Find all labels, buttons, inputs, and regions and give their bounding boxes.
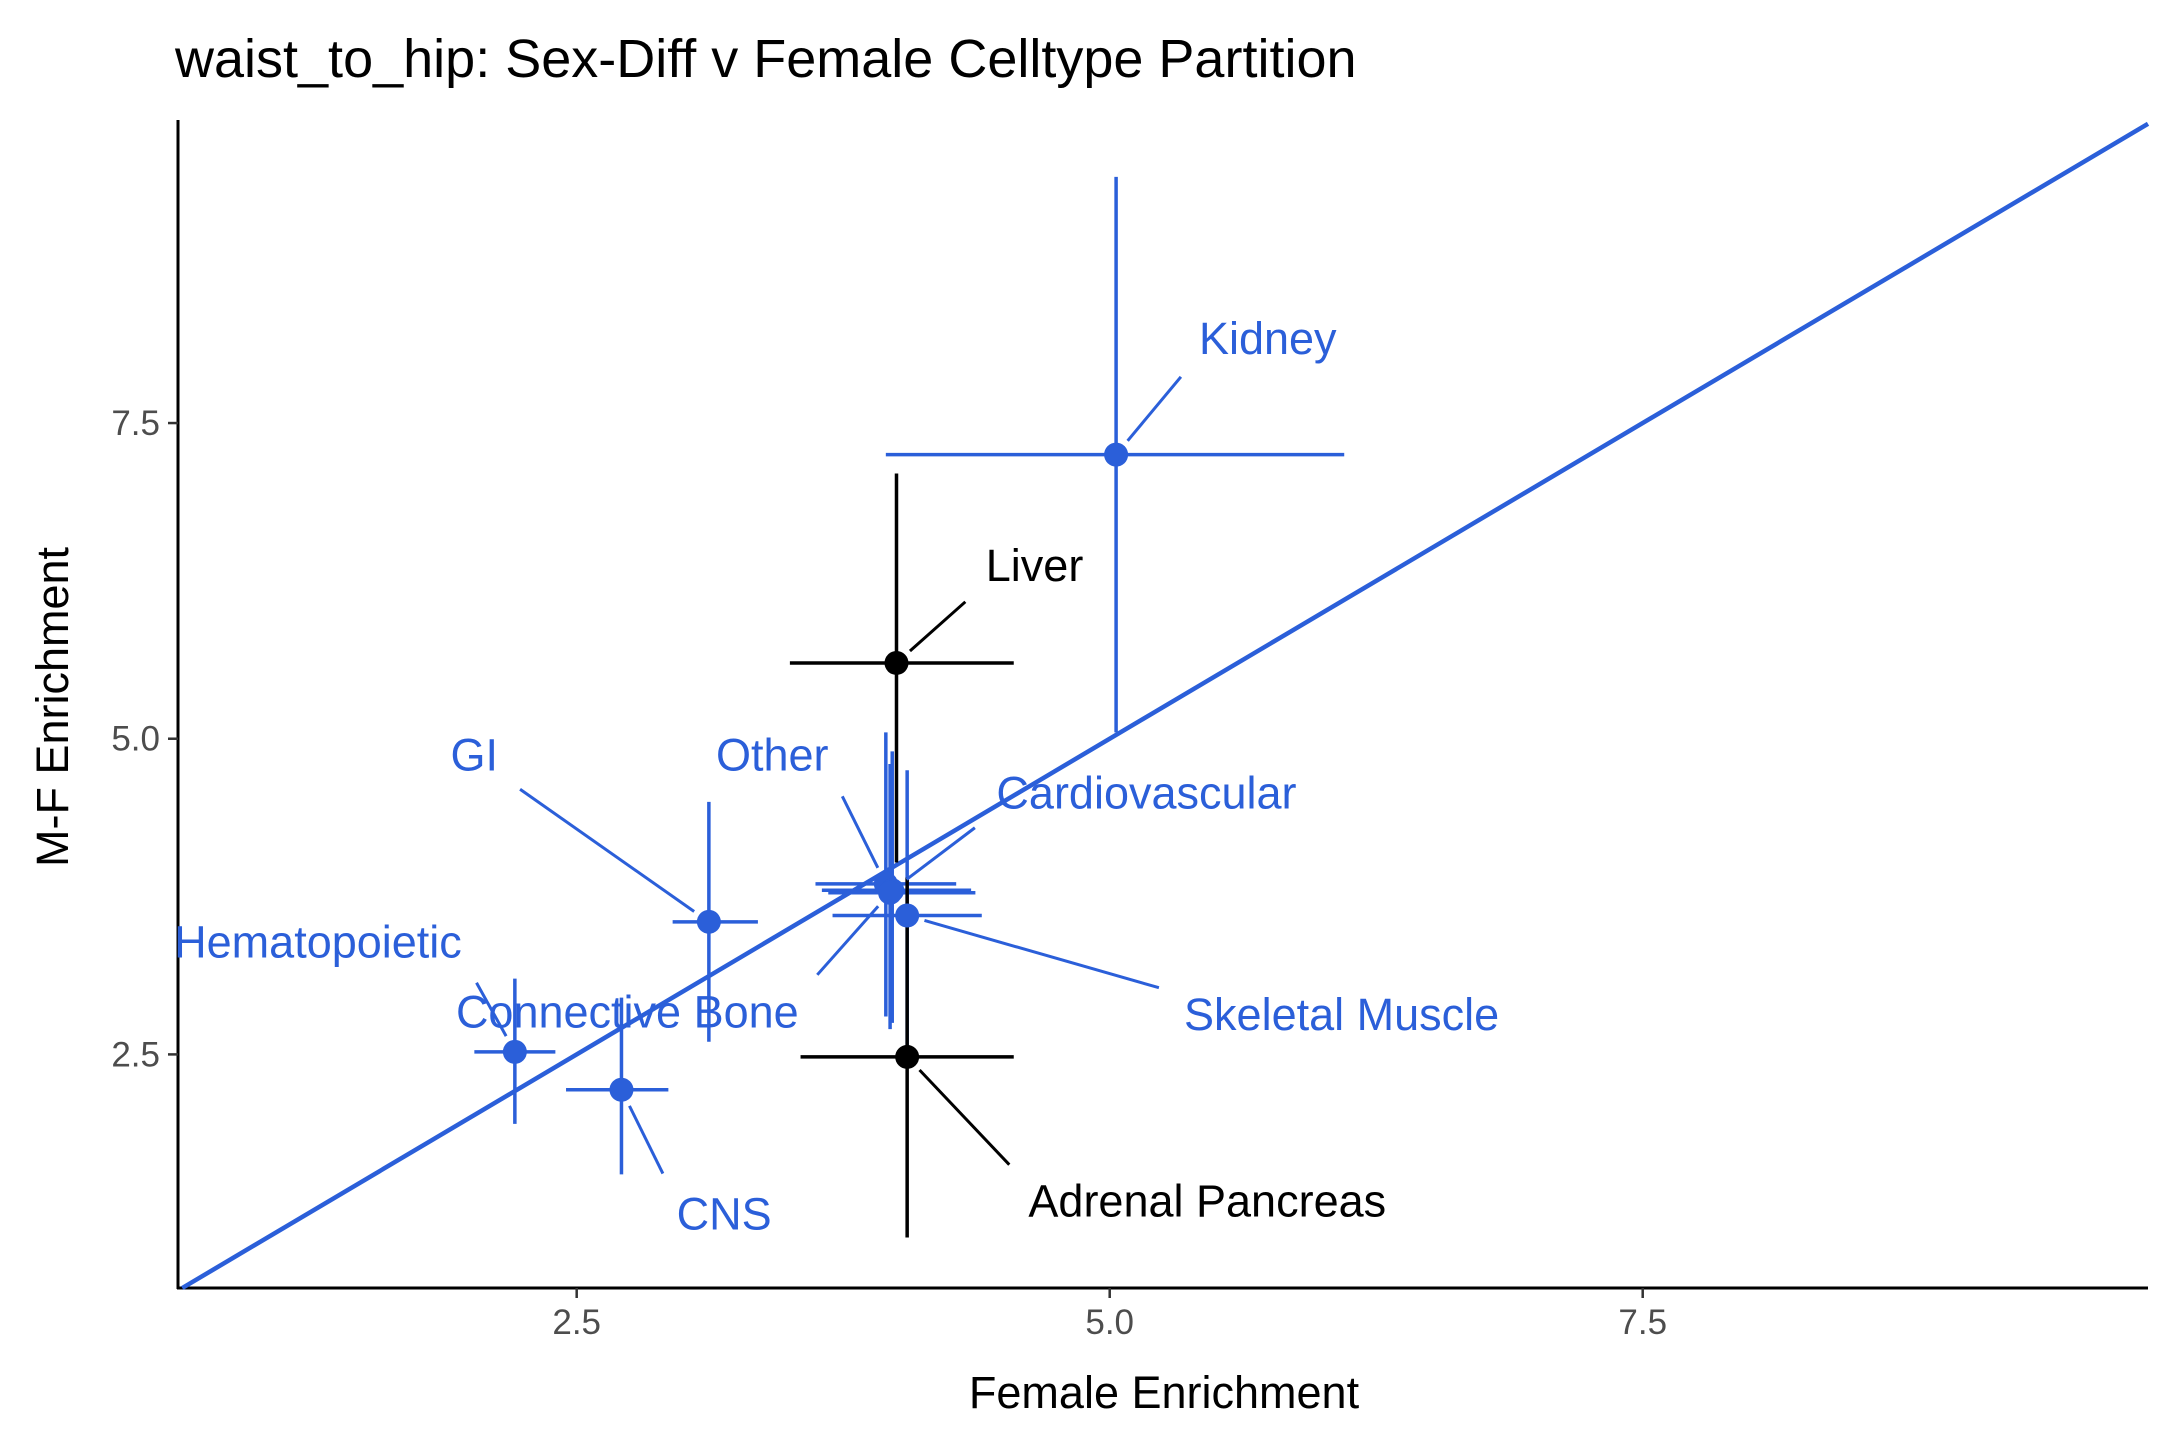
label-kidney: Kidney <box>1199 313 1337 364</box>
connector-cns <box>628 1105 665 1175</box>
point-adrenal-pancreas <box>895 1044 920 1069</box>
label-connective-bone: Connective Bone <box>456 986 799 1037</box>
axes <box>176 120 2148 1290</box>
connector-cardiovascular <box>905 826 976 881</box>
label-other: Other <box>716 730 829 781</box>
y-tick-label-7-5: 7.5 <box>111 404 160 443</box>
y-tick-label-2-5: 2.5 <box>111 1035 160 1074</box>
y-axis-label: M-F Enrichment <box>27 546 78 867</box>
label-skeletal-muscle: Skeletal Muscle <box>1184 989 1499 1040</box>
label-adrenal-pancreas: Adrenal Pancreas <box>1028 1176 1386 1227</box>
point-hematopoietic <box>502 1039 527 1064</box>
connector-kidney <box>1126 375 1183 442</box>
connector-liver <box>908 600 967 653</box>
label-connectors <box>475 375 1183 1175</box>
point-liver <box>884 650 909 675</box>
point-cns <box>609 1077 634 1102</box>
point-gi <box>696 909 721 934</box>
x-tick-label-2-5: 2.5 <box>552 1303 601 1342</box>
point-kidney <box>1104 442 1129 467</box>
connector-adrenal-pancreas <box>918 1068 1011 1166</box>
point-connective-bone <box>878 880 903 905</box>
label-liver: Liver <box>986 540 1084 591</box>
point-labels: Kidney Liver GI Other Cardiovascular Connecti… <box>174 313 1499 1239</box>
reference-line-group <box>181 121 2150 1290</box>
label-gi: GI <box>451 730 499 781</box>
y-tick-label-5-0: 5.0 <box>111 720 160 759</box>
x-tick-label-7-5: 7.5 <box>1618 1303 1667 1342</box>
connector-hematopoietic <box>475 981 508 1037</box>
connector-gi <box>519 788 696 913</box>
x-axis-label: Female Enrichment <box>969 1367 1360 1418</box>
data-points <box>502 442 1129 1102</box>
tick-marks: 2.5 5.0 7.5 2.5 5.0 7.5 <box>111 404 1667 1342</box>
reference-line <box>181 121 2150 1290</box>
chart-title: waist_to_hip: Sex-Diff v Female Celltype… <box>174 29 1357 89</box>
point-skeletal-muscle <box>895 903 920 928</box>
x-tick-label-5-0: 5.0 <box>1085 1303 1134 1342</box>
connector-connective-bone <box>816 905 880 976</box>
connector-other <box>840 795 880 869</box>
label-cardiovascular: Cardiovascular <box>996 767 1296 818</box>
label-cns: CNS <box>677 1188 772 1239</box>
label-hematopoietic: Hematopoietic <box>174 916 462 967</box>
connector-skeletal-muscle <box>924 919 1160 990</box>
